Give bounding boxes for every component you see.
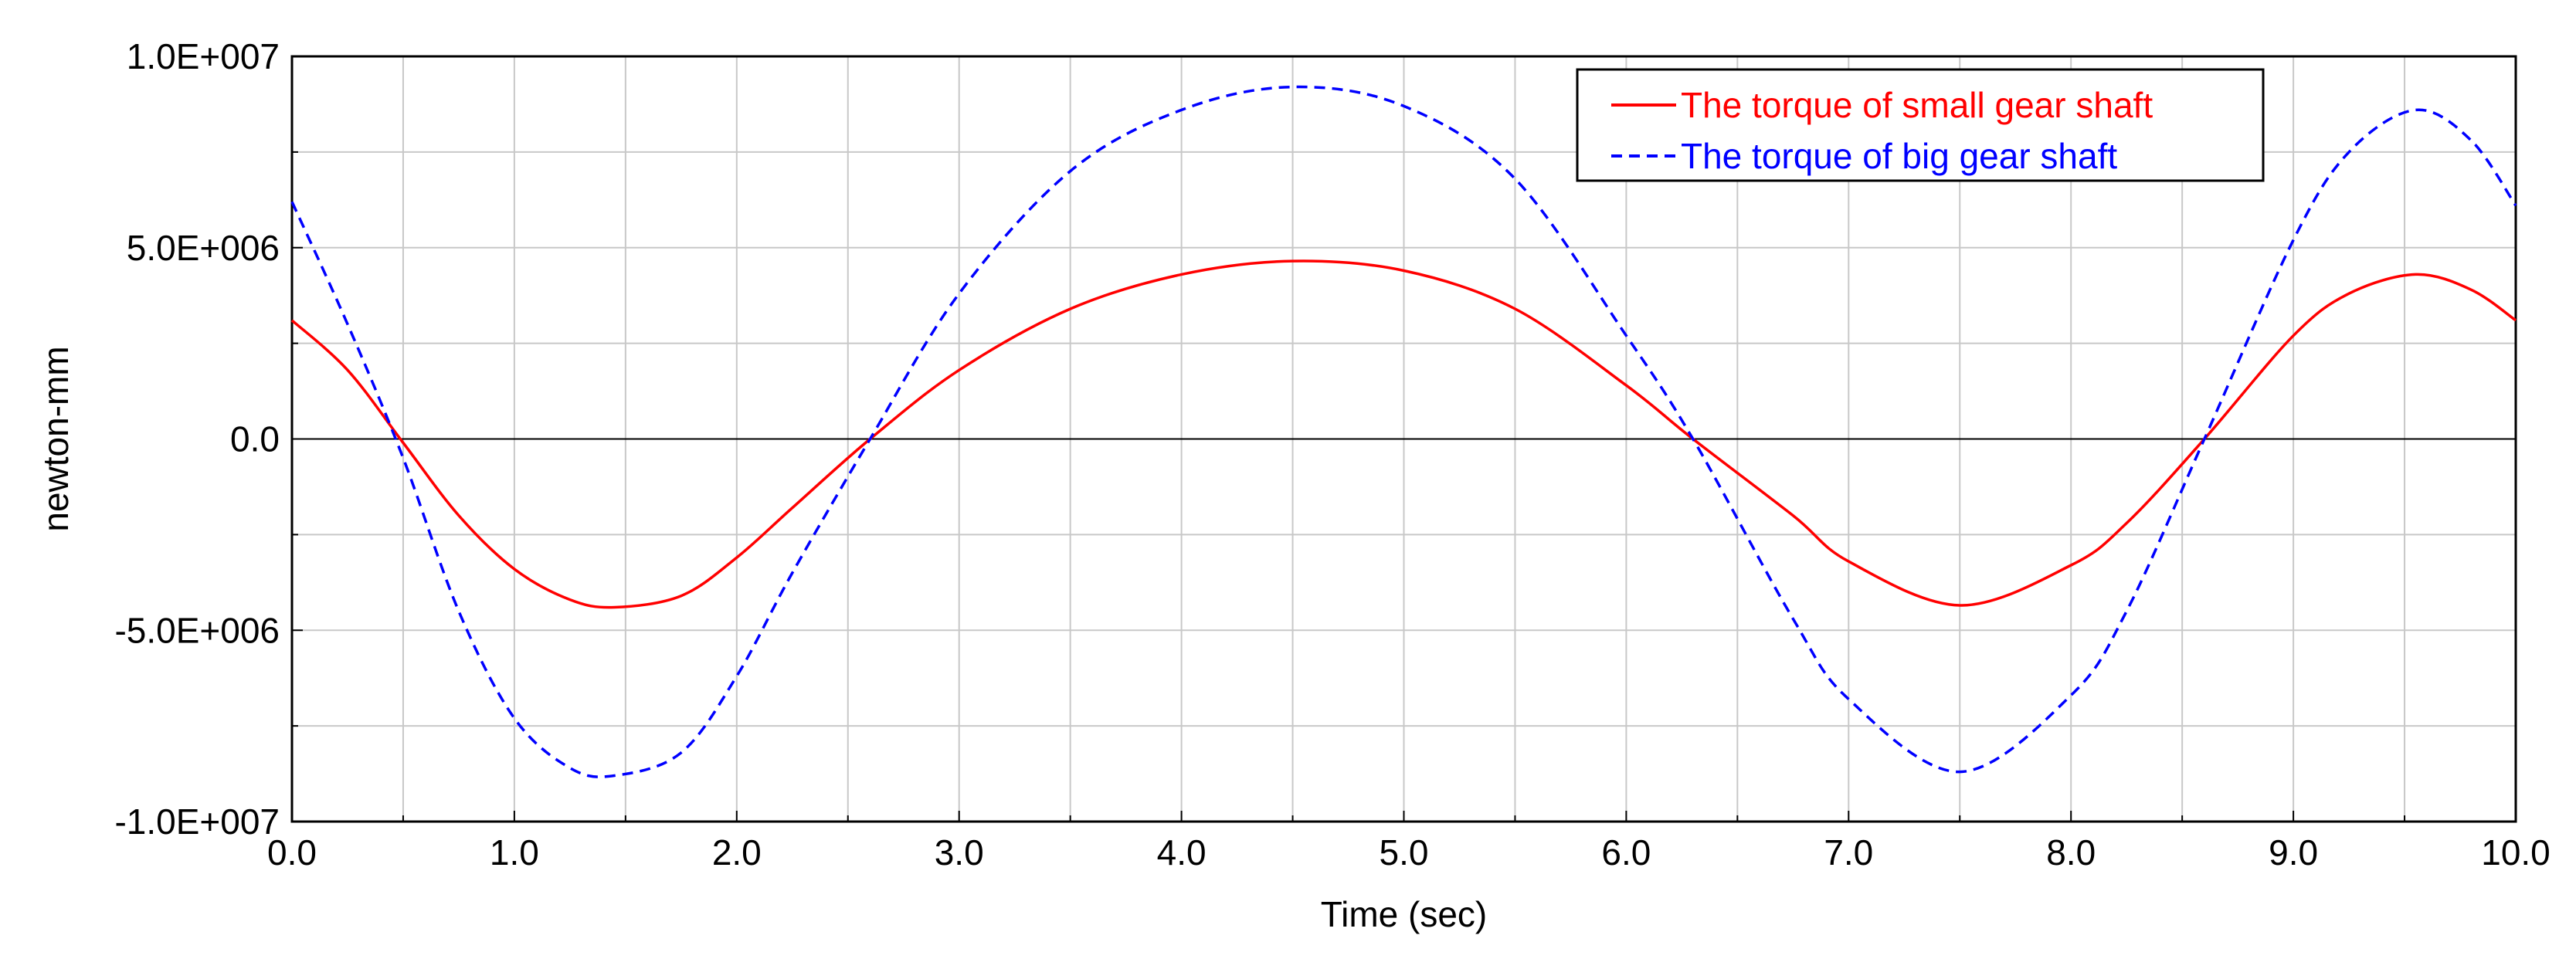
x-tick-label: 7.0: [1824, 832, 1873, 873]
x-tick-label: 9.0: [2269, 832, 2318, 873]
x-tick-label: 8.0: [2046, 832, 2096, 873]
x-axis-title: Time (sec): [1321, 894, 1488, 934]
y-tick-label: -1.0E+007: [114, 801, 280, 842]
x-tick-label: 6.0: [1601, 832, 1651, 873]
x-tick-label: 10.0: [2481, 832, 2551, 873]
legend-label-big-gear: The torque of big gear shaft: [1681, 136, 2117, 176]
y-tick-label: 5.0E+006: [127, 228, 280, 268]
y-axis-title: newton-mm: [36, 346, 76, 531]
x-tick-label: 0.0: [267, 832, 317, 873]
y-tick-label: 0.0: [230, 419, 280, 459]
x-tick-label: 5.0: [1380, 832, 1429, 873]
series-line-big-gear: [290, 85, 2517, 778]
y-tick-label: -5.0E+006: [114, 610, 280, 650]
y-tick-label: 1.0E+007: [127, 36, 280, 76]
series-line-small-gear: [290, 259, 2517, 609]
x-tick-label: 3.0: [935, 832, 984, 873]
x-tick-label: 1.0: [490, 832, 539, 873]
x-tick-label: 2.0: [712, 832, 762, 873]
x-tick-label: 4.0: [1157, 832, 1207, 873]
legend-box: [1576, 68, 2265, 182]
legend-label-small-gear: The torque of small gear shaft: [1681, 85, 2153, 125]
